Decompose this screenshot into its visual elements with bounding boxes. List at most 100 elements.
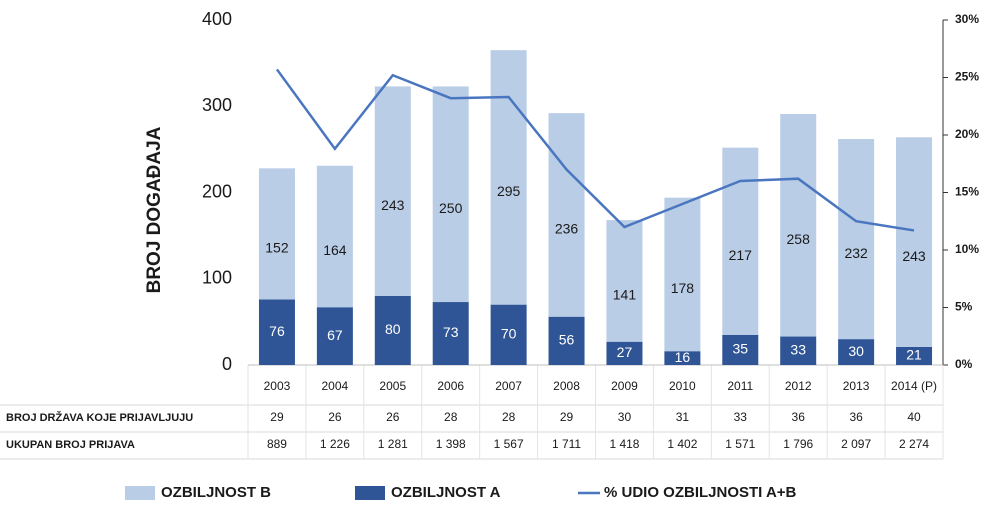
- data-label: 178: [671, 280, 695, 296]
- table-cell: 1 281: [378, 437, 408, 451]
- x-tick-label: 2009: [611, 378, 638, 393]
- data-label: 21: [906, 347, 922, 363]
- y2-tick-label: 25%: [955, 70, 979, 84]
- data-label: 35: [733, 341, 749, 357]
- bar-segment: [896, 346, 933, 365]
- bar-segment: [316, 165, 353, 308]
- table-cell: 29: [560, 410, 574, 424]
- table-cell: 1 398: [436, 437, 466, 451]
- bar-segment: [722, 334, 759, 365]
- x-tick-label: 2003: [263, 378, 291, 393]
- y2-tick-label: 20%: [955, 127, 979, 141]
- table-cell: 40: [907, 410, 921, 424]
- table-cell: 30: [618, 410, 632, 424]
- y2-tick-label: 30%: [955, 12, 979, 26]
- bar-segment: [432, 86, 469, 303]
- y-tick-label: 100: [202, 268, 232, 288]
- table-cell: 28: [444, 410, 458, 424]
- y-tick-label: 400: [202, 9, 232, 29]
- table-cell: 1 418: [609, 437, 639, 451]
- legend-swatch: [355, 486, 385, 500]
- data-label: 67: [327, 327, 343, 343]
- bar-segment: [722, 147, 759, 335]
- bar-segment: [838, 139, 875, 340]
- data-label: 76: [269, 323, 285, 339]
- bar-segment: [548, 316, 585, 365]
- table-cell: 33: [734, 410, 748, 424]
- x-tick-label: 2012: [784, 378, 812, 393]
- data-label: 243: [902, 248, 926, 264]
- table-cell: 26: [328, 410, 342, 424]
- table-cell: 36: [849, 410, 863, 424]
- bar-segment: [490, 304, 527, 365]
- x-tick-label: 2007: [495, 378, 522, 393]
- table-cell: 1 571: [725, 437, 755, 451]
- y-tick-label: 300: [202, 95, 232, 115]
- y-tick-label: 0: [222, 354, 232, 374]
- bar-segment: [780, 336, 817, 365]
- data-label: 250: [439, 200, 463, 216]
- data-label: 152: [265, 240, 289, 256]
- bar-segment: [548, 113, 585, 317]
- y2-tick-label: 10%: [955, 242, 979, 256]
- data-label: 236: [555, 221, 579, 237]
- table-cell: 2 274: [899, 437, 929, 451]
- bar-segment: [374, 296, 411, 365]
- bar-segment: [490, 50, 527, 305]
- data-label: 232: [844, 245, 868, 261]
- bar-segment: [664, 197, 701, 352]
- x-tick-label: 2010: [669, 378, 696, 393]
- data-label: 243: [381, 197, 405, 213]
- data-label: 80: [385, 321, 401, 337]
- data-label: 164: [323, 242, 347, 258]
- x-tick-label: 2006: [437, 378, 465, 393]
- data-label: 56: [559, 332, 575, 348]
- x-tick-label: 2004: [321, 378, 349, 393]
- table-cell: 28: [502, 410, 516, 424]
- x-tick-label: 2013: [842, 378, 870, 393]
- bar-segment: [896, 137, 933, 347]
- bar-segment: [258, 299, 295, 365]
- table-cell: 1 711: [552, 437, 581, 451]
- data-label: 141: [613, 287, 637, 303]
- table-cell: 2 097: [841, 437, 871, 451]
- bar-segment: [664, 351, 701, 365]
- data-label: 27: [617, 344, 633, 360]
- x-tick-label: 2014 (P): [891, 378, 938, 393]
- table-cell: 889: [267, 437, 287, 451]
- y-tick-label: 200: [202, 181, 232, 201]
- data-label: 70: [501, 326, 517, 342]
- bar-segment: [606, 341, 643, 365]
- y2-tick-label: 0%: [955, 357, 973, 371]
- table-cell: 1 796: [783, 437, 813, 451]
- data-label: 73: [443, 324, 459, 340]
- line-series: [275, 68, 915, 232]
- y2-tick-label: 5%: [955, 300, 973, 314]
- bar-segment: [606, 220, 643, 342]
- y2-tick-label: 15%: [955, 185, 979, 199]
- bar-segment: [838, 339, 875, 365]
- table-cell: 1 226: [320, 437, 350, 451]
- data-label: 258: [787, 231, 811, 247]
- data-label: 33: [790, 341, 806, 357]
- table-cell: 29: [270, 410, 284, 424]
- y-axis-title: BROJ DOGAĐAJA: [144, 126, 165, 293]
- legend-label: OZBILJNOST B: [161, 484, 271, 501]
- bar-segment: [316, 307, 353, 365]
- legend-label: OZBILJNOST A: [391, 484, 501, 501]
- bar-segment: [432, 302, 469, 365]
- data-label: 16: [675, 349, 691, 365]
- row-label: UKUPAN BROJ PRIJAVA: [6, 439, 135, 451]
- table-cell: 26: [386, 410, 400, 424]
- legend-swatch: [125, 486, 155, 500]
- bar-segment: [374, 86, 411, 296]
- table-cell: 1 402: [667, 437, 697, 451]
- table-cell: 31: [676, 410, 690, 424]
- row-label: BROJ DRŽAVA KOJE PRIJAVLJUJU: [6, 411, 193, 424]
- table-cell: 36: [792, 410, 806, 424]
- data-label: 217: [729, 247, 753, 263]
- x-tick-label: 2011: [727, 378, 754, 393]
- x-tick-label: 2008: [553, 378, 580, 393]
